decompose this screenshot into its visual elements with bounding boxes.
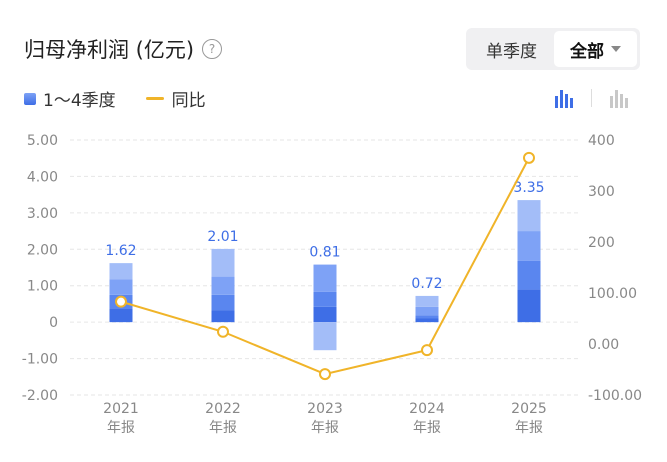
bar-segment bbox=[517, 231, 541, 261]
bar-grouped-icon[interactable] bbox=[610, 88, 628, 108]
bar-segment bbox=[313, 306, 337, 323]
x-tick-sublabel: 年报 bbox=[413, 420, 441, 436]
x-tick-label: 2022 bbox=[205, 401, 241, 417]
y-right-tick-label: 100.00 bbox=[588, 286, 637, 302]
bar-segment bbox=[313, 264, 337, 292]
bar-segment bbox=[415, 295, 439, 307]
x-tick-sublabel: 年报 bbox=[311, 420, 339, 436]
bar-segment bbox=[415, 306, 439, 316]
x-tick-sublabel: 年报 bbox=[515, 420, 543, 436]
y-right-tick-label: -100.00 bbox=[588, 388, 642, 404]
yoy-point bbox=[217, 325, 229, 338]
bar-segment bbox=[211, 276, 235, 295]
y-right-tick-label: 200 bbox=[588, 235, 615, 251]
bar-segment bbox=[109, 263, 133, 280]
chart-legend: 1～4季度 同比 bbox=[24, 86, 206, 111]
period-option-all-label: 全部 bbox=[569, 41, 604, 62]
y-left-tick-label: -2.00 bbox=[22, 388, 58, 404]
bar-segment bbox=[109, 308, 133, 323]
yoy-point bbox=[421, 344, 433, 357]
bar-segment bbox=[415, 318, 439, 323]
legend-line-label: 同比 bbox=[171, 91, 206, 111]
x-tick-sublabel: 年报 bbox=[107, 420, 135, 436]
bar-total-label: 0.81 bbox=[309, 245, 340, 261]
yoy-point bbox=[319, 368, 331, 381]
bar-total-label: 3.35 bbox=[513, 180, 544, 196]
y-left-tick-label: 0 bbox=[49, 315, 58, 331]
y-left-tick-label: 2.00 bbox=[27, 242, 58, 258]
chart-type-toggle bbox=[555, 88, 628, 108]
chart-title-text: 归母净利润 (亿元) bbox=[24, 38, 195, 62]
y-right-tick-label: 300 bbox=[588, 184, 615, 200]
bar-segment bbox=[517, 260, 541, 290]
bar-total-label: 0.72 bbox=[411, 276, 442, 292]
y-left-tick-label: 4.00 bbox=[27, 169, 58, 185]
period-option-all[interactable]: 全部 bbox=[553, 31, 637, 67]
y-left-tick-label: 5.00 bbox=[27, 133, 58, 149]
question-circle-icon[interactable]: ? bbox=[202, 39, 223, 59]
legend-line-swatch bbox=[145, 97, 164, 100]
bar-stacked-icon[interactable] bbox=[555, 88, 573, 108]
bar-segment bbox=[517, 289, 541, 323]
bar-segment bbox=[517, 200, 541, 232]
legend-bar-label: 1～4季度 bbox=[43, 91, 116, 111]
x-tick-label: 2023 bbox=[307, 401, 343, 417]
bar-segment bbox=[415, 315, 439, 319]
x-tick-label: 2025 bbox=[511, 401, 547, 417]
y-left-tick-label: 1.00 bbox=[27, 279, 58, 295]
period-selector: 单季度 全部 bbox=[466, 28, 640, 70]
chart-title: 归母净利润 (亿元) ? bbox=[24, 34, 223, 64]
bar-segment bbox=[211, 294, 235, 311]
bar-segment bbox=[211, 248, 235, 277]
legend-bar-swatch bbox=[24, 92, 36, 105]
caret-down-icon bbox=[610, 46, 621, 52]
bar-segment bbox=[313, 322, 337, 351]
y-left-tick-label: -1.00 bbox=[22, 352, 58, 368]
bar-segment bbox=[211, 310, 235, 323]
yoy-point bbox=[115, 295, 127, 308]
y-right-tick-label: 400 bbox=[588, 133, 615, 149]
y-right-tick-label: 0.00 bbox=[588, 337, 619, 353]
bar-total-label: 1.62 bbox=[105, 243, 136, 259]
period-option-quarterly[interactable]: 单季度 bbox=[485, 41, 537, 62]
toggle-divider bbox=[591, 89, 592, 107]
y-left-tick-label: 3.00 bbox=[27, 206, 58, 222]
x-tick-sublabel: 年报 bbox=[209, 420, 237, 436]
x-tick-label: 2021 bbox=[103, 401, 139, 417]
bar-total-label: 2.01 bbox=[207, 229, 238, 245]
x-tick-label: 2024 bbox=[409, 401, 445, 417]
bar-segment bbox=[313, 291, 337, 307]
bar-segment bbox=[109, 279, 133, 295]
yoy-point bbox=[523, 151, 535, 164]
